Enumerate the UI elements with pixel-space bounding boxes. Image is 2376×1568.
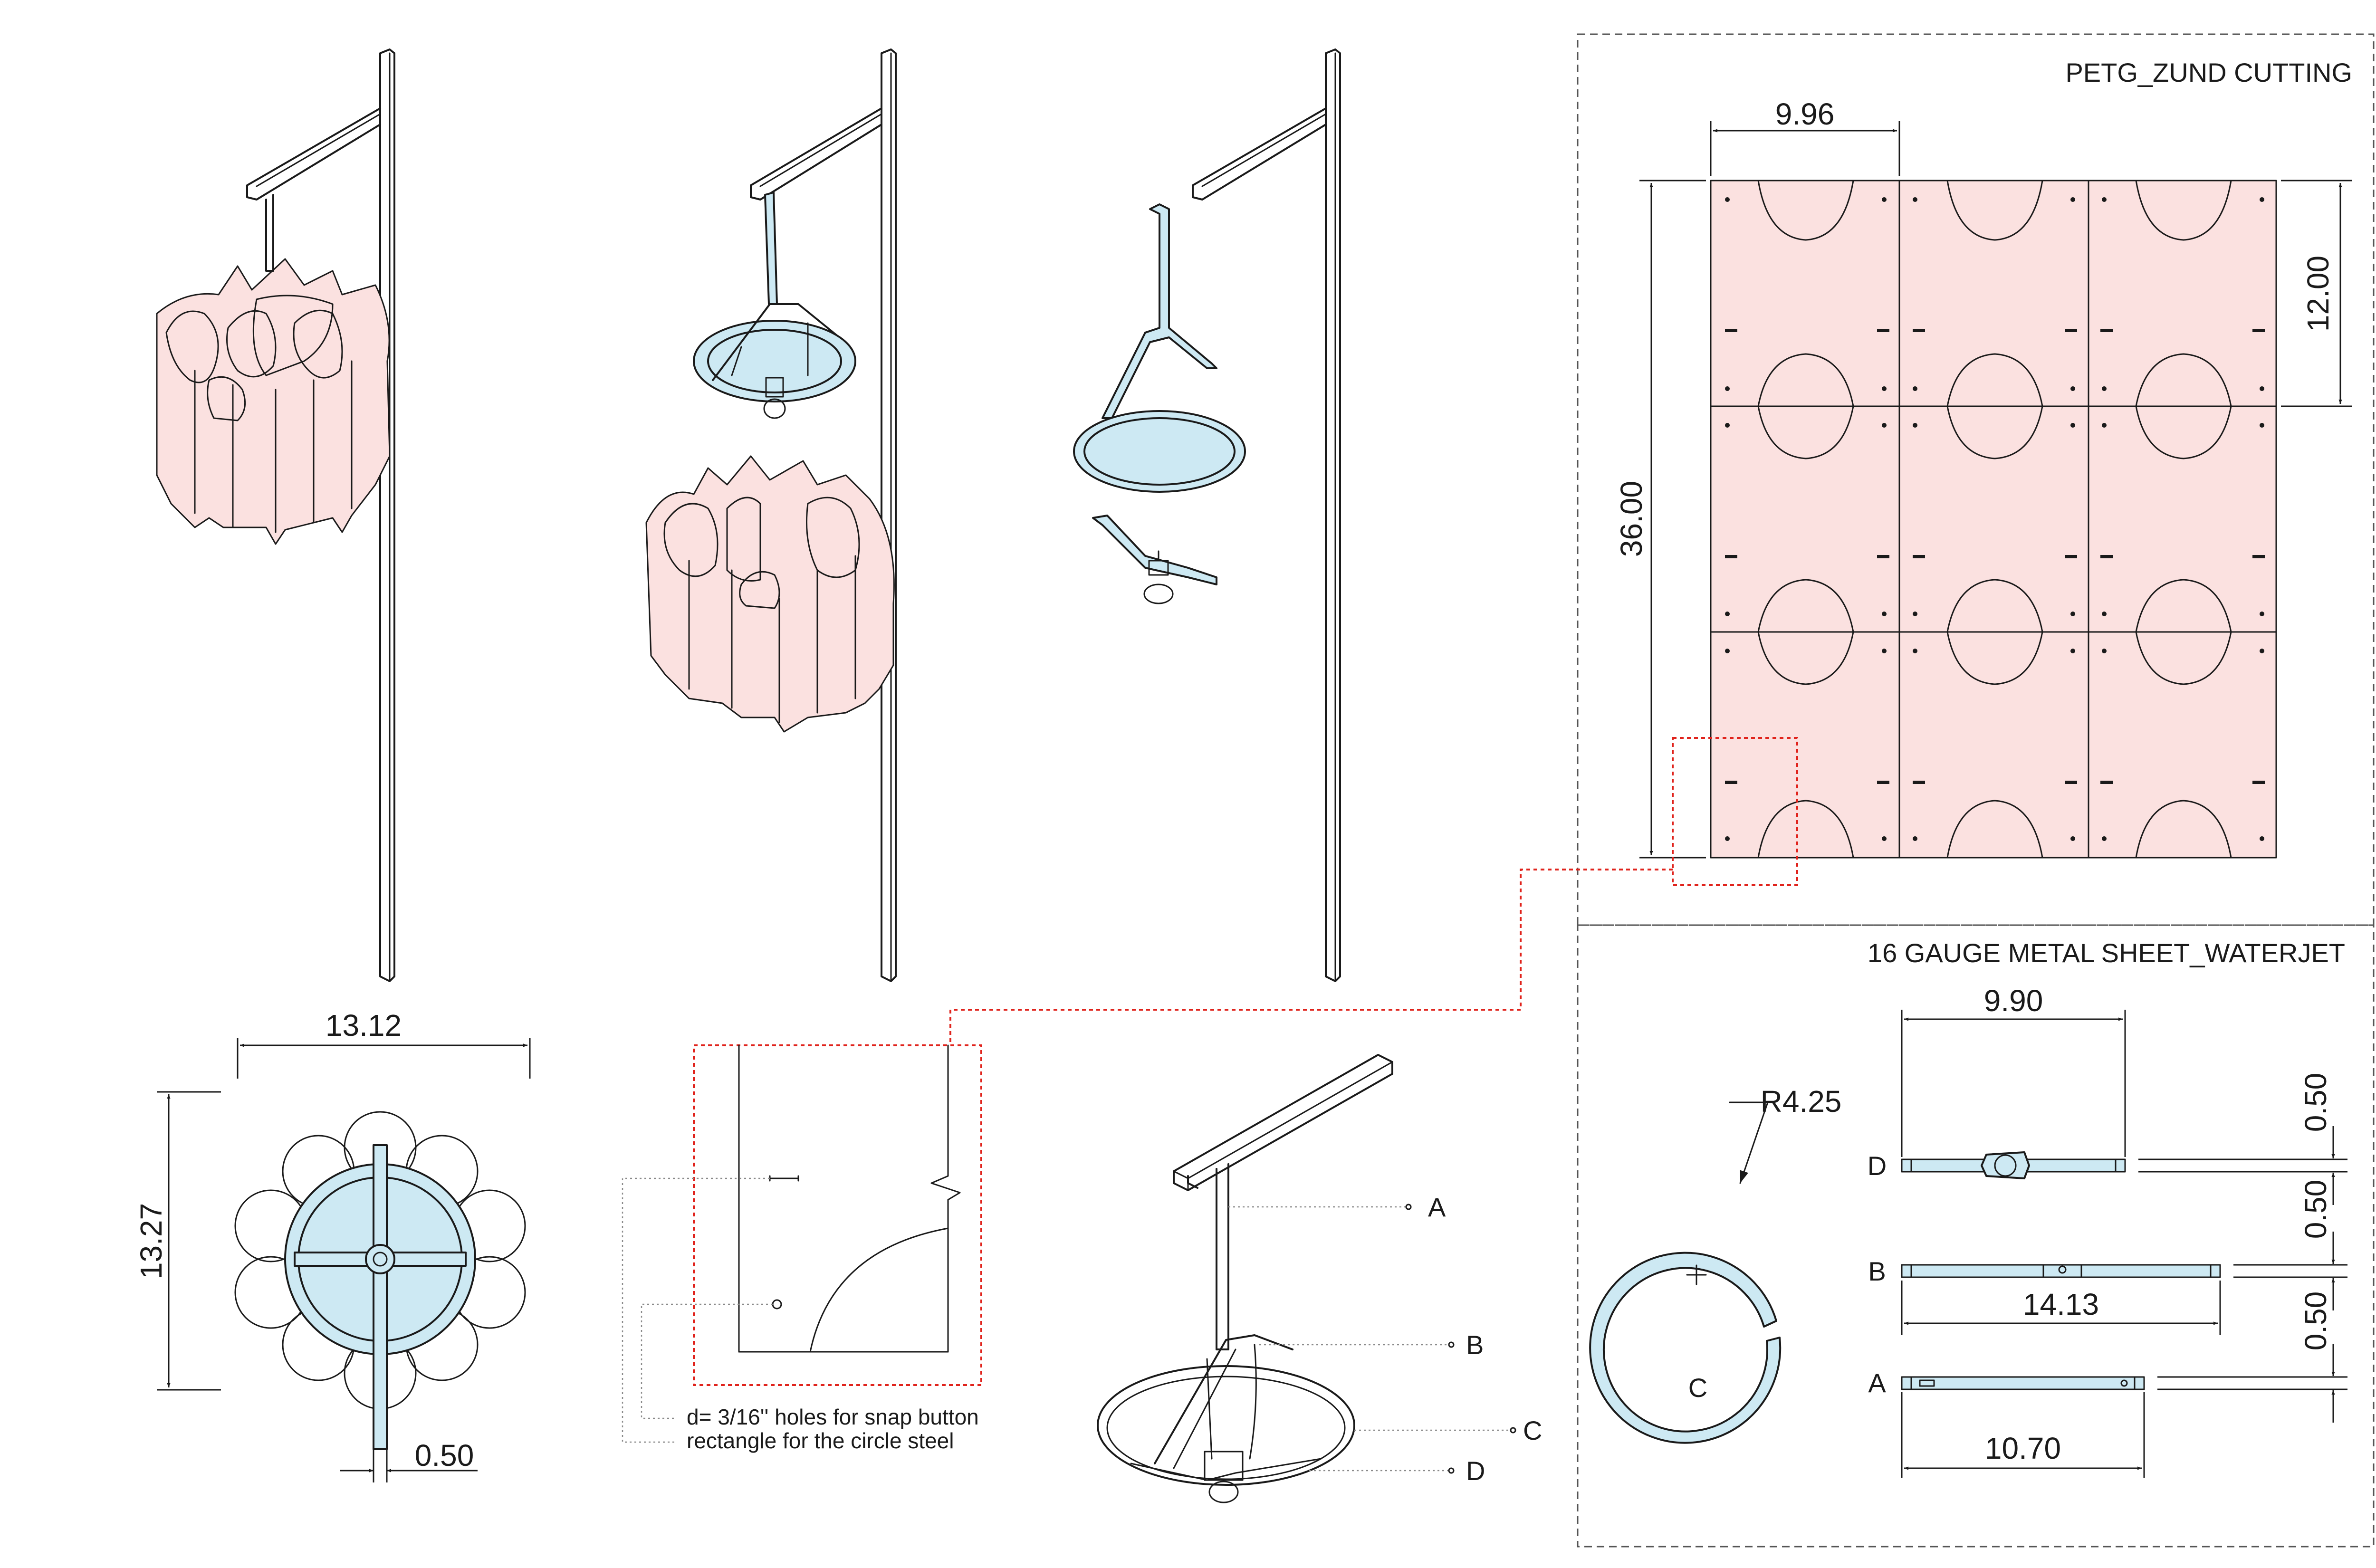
metal-dimension-thickness: 0.50 0.50 0.50 <box>2138 1073 2347 1423</box>
metal-dimension-d-length: 9.90 <box>1901 984 2126 1157</box>
assembly-label-a: A <box>1428 1192 1446 1222</box>
thickness-value-2: 0.50 <box>2299 1180 2333 1239</box>
petg-width-value: 9.96 <box>1775 97 1835 131</box>
detail-callout-leader <box>949 869 1673 1045</box>
metal-panel-title: 16 GAUGE METAL SHEET_WATERJET <box>1868 938 2345 968</box>
stand-pole-1 <box>379 48 395 982</box>
petg-dimension-row-height: 12.00 <box>2281 180 2352 407</box>
petg-dimension-total-height: 36.00 <box>1614 180 1706 859</box>
metal-part-d: D <box>1868 1151 2126 1181</box>
metal-dimension-a-length: 10.70 <box>1901 1392 2145 1478</box>
bulb-bracket-3 <box>1092 515 1217 585</box>
metal-part-c-ring: R4.25 C <box>1589 1084 1842 1444</box>
plan-view <box>234 1111 526 1450</box>
stand-arm-1 <box>246 107 381 201</box>
note-holes: d= 3/16'' holes for snap button <box>687 1405 979 1429</box>
part-label-b: B <box>1868 1256 1886 1286</box>
plan-dimension-bar: 0.50 <box>340 1438 478 1482</box>
stand-pole-3 <box>1325 48 1341 982</box>
d-length-value: 9.90 <box>1984 984 2043 1018</box>
thickness-value-3: 0.50 <box>2299 1291 2333 1351</box>
lamp-assembly-1 <box>156 48 395 982</box>
petg-panel-title: PETG_ZUND CUTTING <box>2065 57 2352 87</box>
metal-part-a: A <box>1868 1368 2145 1398</box>
petg-panel-frame <box>1577 33 2375 926</box>
part-label-c: C <box>1688 1373 1707 1403</box>
b-length-value: 14.13 <box>2023 1287 2099 1321</box>
note-rectangle: rectangle for the circle steel <box>687 1428 954 1453</box>
pink-shade-1 <box>156 258 391 545</box>
part-label-a: A <box>1868 1368 1886 1398</box>
plan-bar-value: 0.50 <box>415 1438 474 1472</box>
metal-dimension-b-length: 14.13 <box>1901 1281 2221 1335</box>
assembly-label-c: C <box>1523 1415 1542 1445</box>
thickness-value-1: 0.50 <box>2299 1073 2333 1132</box>
stand-pole-2 <box>881 48 897 982</box>
part-label-d: D <box>1868 1151 1887 1181</box>
plan-height-value: 13.27 <box>134 1203 168 1279</box>
pink-shade-2 <box>645 455 895 733</box>
petg-cutting-sheet <box>1710 180 2277 859</box>
ring-radius-label: R4.25 <box>1761 1084 1842 1119</box>
assembly-label-d: D <box>1466 1456 1485 1486</box>
a-length-value: 10.70 <box>1985 1431 2061 1465</box>
plan-width-value: 13.12 <box>326 1008 402 1042</box>
stand-arm-2 <box>750 107 882 201</box>
petg-total-height-value: 36.00 <box>1614 481 1648 557</box>
cutout-detail: d= 3/16'' holes for snap button rectangl… <box>622 1044 979 1453</box>
petg-row-height-value: 12.00 <box>2301 256 2335 332</box>
assembly-label-b: B <box>1466 1330 1484 1360</box>
plan-dimension-height: 13.27 <box>134 1091 221 1391</box>
stand-arm-3 <box>1192 107 1327 201</box>
hanger-strap-3 <box>1102 203 1217 419</box>
petg-dimension-width: 9.96 <box>1710 97 1900 176</box>
metal-part-b: B <box>1868 1256 2221 1286</box>
metal-panel-frame <box>1577 924 2375 1548</box>
lamp-assembly-3 <box>1073 48 1341 982</box>
labeled-assembly: A B C D <box>1097 1054 1542 1503</box>
detail-callout-box-main <box>693 1044 982 1386</box>
steel-ring-2 <box>693 320 856 402</box>
plan-dimension-width: 13.12 <box>237 1008 531 1079</box>
steel-ring-3 <box>1073 410 1246 493</box>
lamp-assembly-2 <box>645 48 897 982</box>
